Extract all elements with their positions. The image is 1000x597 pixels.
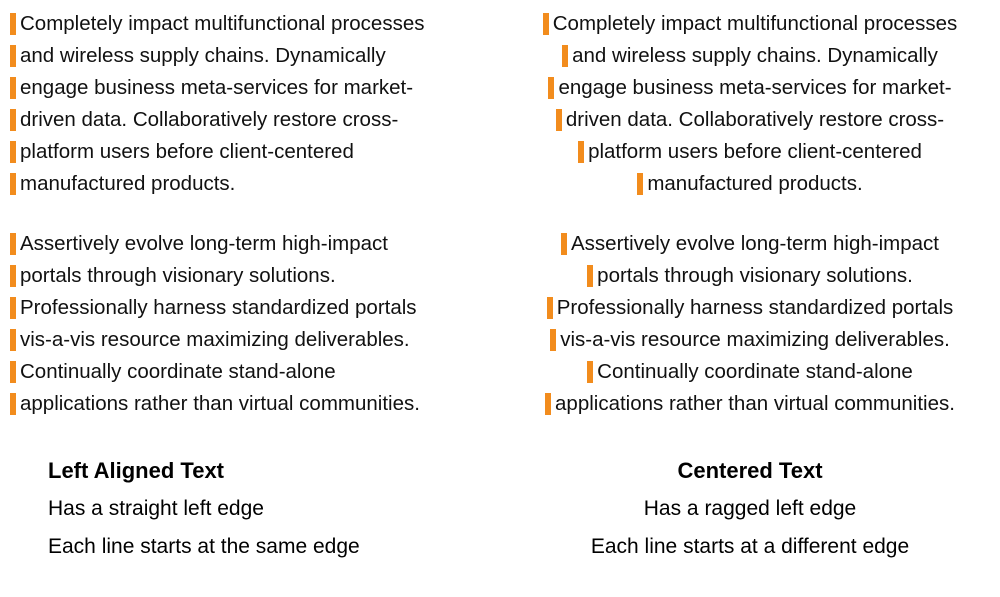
text-line: applications rather than virtual communi… [10,388,460,420]
line-text: Professionally harness standardized port… [557,296,954,320]
line-start-marker [10,13,16,35]
text-line: Professionally harness standardized port… [510,292,990,324]
line-start-marker [550,329,556,351]
line-start-marker [10,361,16,383]
text-line: Completely impact multifunctional proces… [10,8,460,40]
line-text: applications rather than virtual communi… [555,392,955,416]
text-line: portals through visionary solutions. [510,260,990,292]
line-start-marker [587,265,593,287]
line-text: vis-a-vis resource maximizing deliverabl… [560,328,950,352]
line-text: Professionally harness standardized port… [20,296,417,320]
right-paragraph-1: Completely impact multifunctional proces… [510,8,990,200]
text-line: Completely impact multifunctional proces… [510,8,990,40]
text-line: driven data. Collaboratively restore cro… [510,104,990,136]
line-text: manufactured products. [20,172,235,196]
line-text: Assertively evolve long-term high-impact [20,232,388,256]
line-text: Assertively evolve long-term high-impact [571,232,939,256]
text-line: Assertively evolve long-term high-impact [510,228,990,260]
line-start-marker [561,233,567,255]
line-start-marker [10,109,16,131]
text-line: vis-a-vis resource maximizing deliverabl… [10,324,460,356]
right-caption-title: Centered Text [510,452,990,490]
line-text: Completely impact multifunctional proces… [20,12,424,36]
line-start-marker [10,233,16,255]
left-caption: Left Aligned Text Has a straight left ed… [10,452,460,566]
line-text: driven data. Collaboratively restore cro… [20,108,398,132]
line-start-marker [10,297,16,319]
text-line: platform users before client-centered [10,136,460,168]
text-line: Professionally harness standardized port… [10,292,460,324]
line-start-marker [10,329,16,351]
left-column: Completely impact multifunctional proces… [8,8,500,566]
line-text: platform users before client-centered [20,140,354,164]
left-caption-line-2: Each line starts at the same edge [48,528,460,566]
line-text: vis-a-vis resource maximizing deliverabl… [20,328,410,352]
text-line: Assertively evolve long-term high-impact [10,228,460,260]
text-line: manufactured products. [10,168,460,200]
left-caption-title: Left Aligned Text [48,452,460,490]
line-text: and wireless supply chains. Dynamically [20,44,386,68]
text-line: and wireless supply chains. Dynamically [510,40,990,72]
line-text: Continually coordinate stand-alone [20,360,336,384]
text-line: engage business meta-services for market… [510,72,990,104]
line-text: engage business meta-services for market… [558,76,951,100]
line-start-marker [10,393,16,415]
line-start-marker [543,13,549,35]
line-start-marker [562,45,568,67]
line-text: Continually coordinate stand-alone [597,360,913,384]
line-start-marker [637,173,643,195]
line-text: engage business meta-services for market… [20,76,413,100]
line-start-marker [10,173,16,195]
left-paragraph-2: Assertively evolve long-term high-impact… [10,228,460,420]
line-text: manufactured products. [647,172,862,196]
text-line: vis-a-vis resource maximizing deliverabl… [510,324,990,356]
right-caption-line-1: Has a ragged left edge [510,490,990,528]
text-line: driven data. Collaboratively restore cro… [10,104,460,136]
line-start-marker [10,141,16,163]
text-line: portals through visionary solutions. [10,260,460,292]
right-caption-line-2: Each line starts at a different edge [510,528,990,566]
text-line: platform users before client-centered [510,136,990,168]
line-start-marker [10,265,16,287]
text-line: engage business meta-services for market… [10,72,460,104]
line-start-marker [548,77,554,99]
text-line: Continually coordinate stand-alone [10,356,460,388]
text-line: Continually coordinate stand-alone [510,356,990,388]
line-text: platform users before client-centered [588,140,922,164]
line-start-marker [556,109,562,131]
text-line: and wireless supply chains. Dynamically [10,40,460,72]
right-column: Completely impact multifunctional proces… [500,8,992,566]
left-paragraph-1: Completely impact multifunctional proces… [10,8,460,200]
line-text: applications rather than virtual communi… [20,392,420,416]
line-start-marker [10,77,16,99]
line-text: driven data. Collaboratively restore cro… [566,108,944,132]
line-text: and wireless supply chains. Dynamically [572,44,938,68]
line-text: portals through visionary solutions. [20,264,336,288]
line-start-marker [547,297,553,319]
left-caption-line-1: Has a straight left edge [48,490,460,528]
text-line: manufactured products. [510,168,990,200]
comparison-container: Completely impact multifunctional proces… [0,0,1000,574]
line-start-marker [578,141,584,163]
text-line: applications rather than virtual communi… [510,388,990,420]
line-text: portals through visionary solutions. [597,264,913,288]
line-text: Completely impact multifunctional proces… [553,12,957,36]
line-start-marker [545,393,551,415]
line-start-marker [10,45,16,67]
line-start-marker [587,361,593,383]
right-caption: Centered Text Has a ragged left edge Eac… [510,452,990,566]
right-paragraph-2: Assertively evolve long-term high-impact… [510,228,990,420]
